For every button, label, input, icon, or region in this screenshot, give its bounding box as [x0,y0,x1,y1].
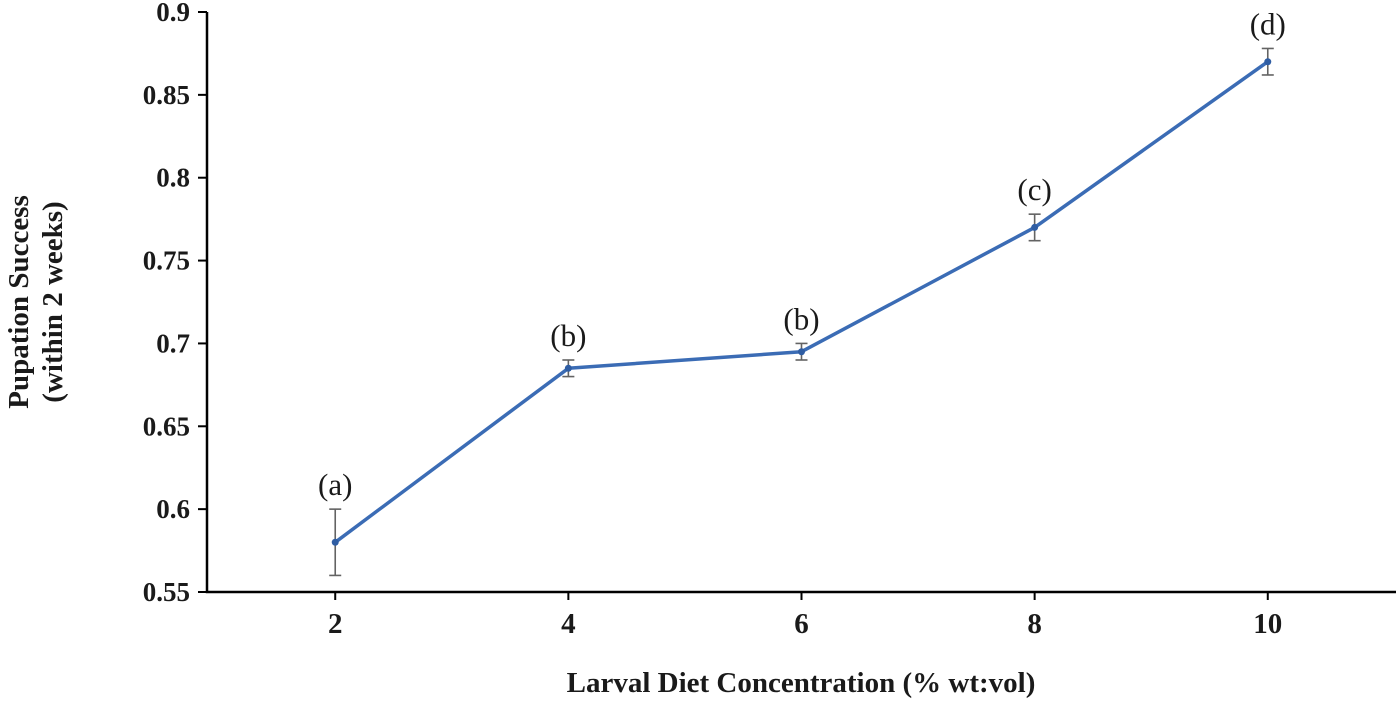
x-axis-title: Larval Diet Concentration (% wt:vol) [567,667,1036,699]
y-axis-title-line1: Pupation Success [3,195,35,409]
point-annotation: (d) [1250,6,1286,41]
y-tick-label: 0.8 [156,163,190,193]
data-point [331,538,339,546]
point-annotation: (a) [318,467,352,502]
point-annotation: (b) [783,301,819,336]
y-tick-label: 0.9 [156,0,190,27]
data-point [1031,223,1039,231]
y-axis-title-line2: (within 2 weeks) [37,201,69,402]
data-point [564,364,572,372]
y-tick-label: 0.85 [143,80,190,110]
y-tick-label: 0.55 [143,577,190,607]
x-tick-label: 10 [1253,608,1282,640]
y-tick-label: 0.65 [143,411,190,441]
y-tick-label: 0.7 [156,328,190,358]
x-tick-label: 8 [1027,608,1042,640]
point-annotation: (b) [550,318,586,353]
y-tick-label: 0.75 [143,246,190,276]
y-tick-label: 0.6 [156,494,190,524]
x-tick-label: 2 [328,608,343,640]
data-point [1264,58,1272,66]
x-tick-label: 6 [794,608,809,640]
plot-area: 0.55 0.6 0.65 0.7 0.75 0.8 0.85 0.9 2 4 6 8 10 (a) (b)… [143,0,1396,640]
x-tick-label: 4 [561,608,576,640]
point-annotation: (c) [1017,172,1051,207]
data-point [798,348,805,356]
